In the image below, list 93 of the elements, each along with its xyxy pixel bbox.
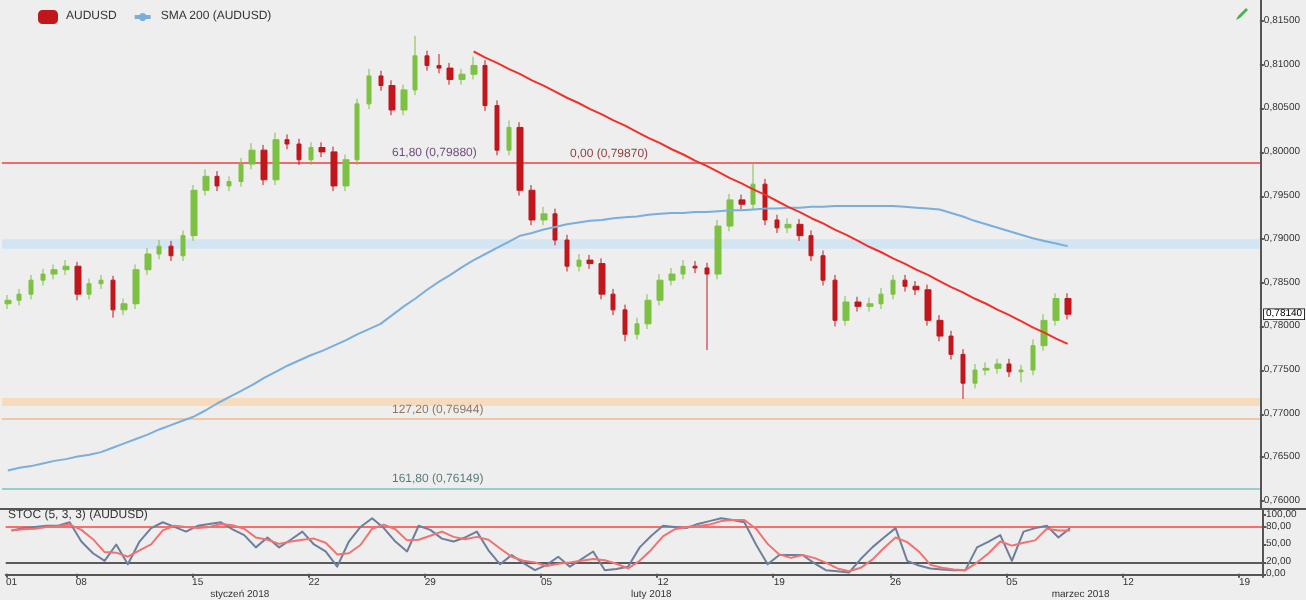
candlestick (1052, 292, 1060, 327)
candlestick (936, 314, 944, 342)
candlestick (308, 141, 314, 166)
candlestick (784, 217, 792, 234)
candlestick (576, 253, 582, 272)
candlestick (168, 240, 174, 262)
candlestick (446, 62, 454, 86)
candlestick (528, 184, 536, 226)
candlestick (912, 280, 920, 296)
candlestick (842, 295, 850, 327)
candlestick (726, 193, 734, 232)
candlestick (482, 59, 488, 112)
candlestick (120, 298, 128, 316)
candlestick (668, 267, 676, 286)
candlestick (4, 294, 12, 310)
candlestick (260, 144, 268, 186)
candlestick (866, 297, 874, 313)
candlestick (400, 84, 408, 116)
candlestick (540, 206, 548, 226)
candlestick (1040, 313, 1048, 352)
candlestick (622, 304, 628, 342)
candlestick (28, 274, 34, 300)
candlestick (272, 132, 280, 186)
candlestick (610, 288, 616, 316)
candlestick (132, 263, 140, 310)
candlestick (878, 287, 884, 310)
candlestick (948, 330, 954, 361)
candlestick (854, 296, 862, 313)
candlestick (412, 35, 418, 96)
candlestick (388, 79, 396, 116)
candlestick (982, 361, 990, 376)
candlestick (62, 259, 70, 276)
candlestick (506, 119, 512, 156)
candlestick (994, 358, 1002, 375)
candlestick (586, 254, 594, 270)
candlestick (202, 168, 210, 197)
candlestick (972, 363, 978, 389)
candlestick (50, 263, 58, 280)
candlestick (156, 239, 162, 260)
candlestick (86, 277, 92, 300)
candlestick (656, 273, 664, 306)
candlestick (1064, 292, 1072, 320)
candlestick (1006, 358, 1012, 378)
candlestick (564, 234, 570, 272)
candlestick (902, 274, 908, 293)
candlestick (598, 257, 606, 300)
candlestick (144, 247, 152, 276)
candlestick (318, 141, 326, 158)
candlestick (774, 214, 780, 234)
candlestick (248, 142, 256, 170)
candlestick (238, 157, 244, 188)
candlestick (890, 274, 896, 300)
candlestick (330, 146, 338, 192)
candlestick (494, 99, 500, 156)
candlestick (342, 153, 350, 192)
candlestick (960, 348, 966, 400)
candlestick (644, 293, 652, 330)
candlestick (226, 175, 232, 192)
line-series (472, 50, 1069, 345)
candlestick (354, 98, 360, 166)
candlestick (214, 170, 220, 192)
candlestick (516, 121, 524, 197)
line-series (6, 204, 1069, 472)
candlestick (296, 138, 302, 166)
candlestick (40, 268, 46, 286)
candlestick (180, 229, 186, 262)
candlestick (1018, 364, 1024, 383)
candlestick (284, 133, 290, 150)
candlestick (74, 261, 82, 301)
candlestick (634, 317, 640, 341)
candlestick (796, 218, 804, 242)
candlestick (820, 250, 826, 286)
candlestick (366, 68, 372, 110)
candlestick (424, 50, 430, 72)
candlestick (190, 184, 198, 242)
candlestick (110, 275, 116, 319)
candlestick (378, 70, 384, 92)
candlestick (552, 208, 558, 246)
candlestick (16, 288, 22, 306)
candlestick (808, 229, 814, 262)
candlestick (1030, 339, 1036, 376)
candlestick (924, 284, 932, 327)
candlestick (704, 262, 710, 351)
candlestick (692, 260, 698, 274)
candlestick (738, 194, 746, 210)
candlestick (98, 274, 104, 290)
candlestick (470, 56, 478, 80)
candlestick (680, 259, 686, 280)
candlestick (750, 163, 756, 210)
candlestick (458, 68, 466, 86)
candlestick (714, 219, 722, 280)
candlestick (832, 274, 838, 327)
candlestick (436, 53, 442, 74)
